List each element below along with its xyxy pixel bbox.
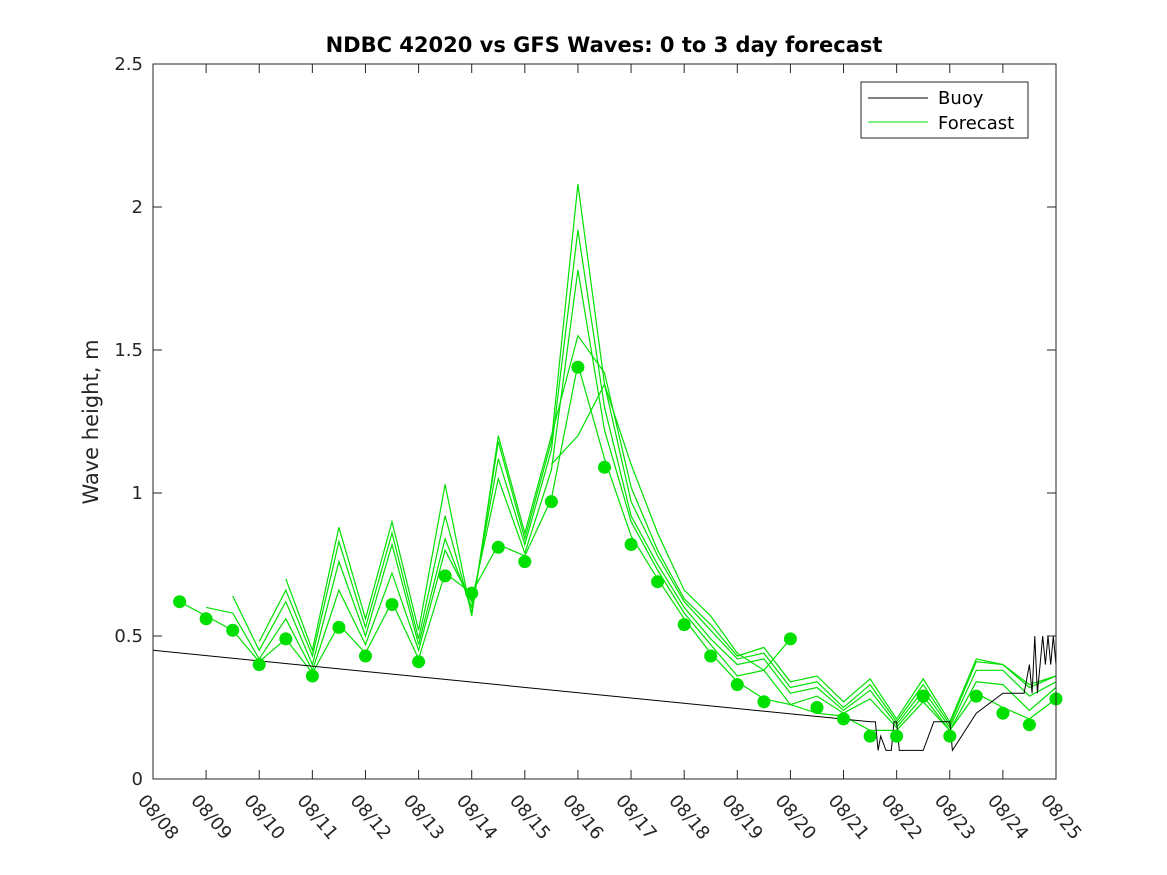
forecast-point [279, 632, 293, 646]
forecast-line-5 [285, 334, 1057, 724]
forecast-point [624, 538, 638, 551]
forecast-point [757, 695, 771, 709]
y-tick-label: 2.5 [114, 54, 143, 75]
forecast-point [916, 689, 930, 703]
forecast-line-1 [179, 364, 1057, 732]
forecast-line-2 [205, 269, 1057, 732]
series-layer [152, 184, 1063, 752]
forecast-point [890, 729, 904, 743]
forecast-point [438, 569, 452, 583]
forecast-line-6 [550, 382, 791, 672]
forecast-point [173, 595, 187, 609]
y-tick-label: 0.5 [114, 626, 143, 647]
forecast-point [518, 555, 532, 569]
legend-buoy-label: Buoy [938, 88, 984, 109]
plot-area [153, 64, 1056, 779]
forecast-point [332, 620, 346, 634]
forecast-point [465, 586, 479, 600]
forecast-point [704, 649, 718, 663]
forecast-point [943, 729, 957, 743]
forecast-point [996, 706, 1010, 720]
forecast-point [837, 712, 850, 726]
forecast-point [544, 495, 558, 509]
forecast-point [863, 729, 877, 743]
forecast-point [571, 360, 585, 374]
legend: Buoy Forecast [860, 81, 1029, 139]
forecast-point [598, 460, 611, 474]
forecast-point [1022, 718, 1036, 732]
forecast-point [651, 575, 665, 589]
y-tick-label: 1.5 [114, 340, 143, 361]
y-tick-label: 0 [132, 769, 143, 790]
legend-box [860, 81, 1029, 139]
forecast-point [810, 701, 824, 714]
forecast-point [305, 669, 319, 683]
y-tick-label: 1 [132, 483, 143, 504]
legend-forecast-label: Forecast [938, 113, 1014, 134]
y-axis-label: Wave height, m [79, 339, 103, 504]
y-tick-label: 2 [132, 197, 143, 218]
forecast-point [385, 598, 399, 611]
axes-box [152, 63, 1057, 780]
forecast-point [677, 618, 691, 632]
forecast-point [783, 632, 797, 646]
buoy-line [152, 635, 1057, 752]
forecast-point [199, 612, 213, 626]
forecast-point [730, 678, 744, 692]
forecast-line-4 [258, 184, 1057, 726]
forecast-point [359, 649, 372, 663]
forecast-point [226, 623, 240, 637]
forecast-point [412, 655, 426, 669]
forecast-point [491, 540, 505, 554]
forecast-point [252, 658, 266, 672]
forecast-point [969, 689, 983, 703]
chart-title: NDBC 42020 vs GFS Waves: 0 to 3 day fore… [326, 33, 883, 57]
